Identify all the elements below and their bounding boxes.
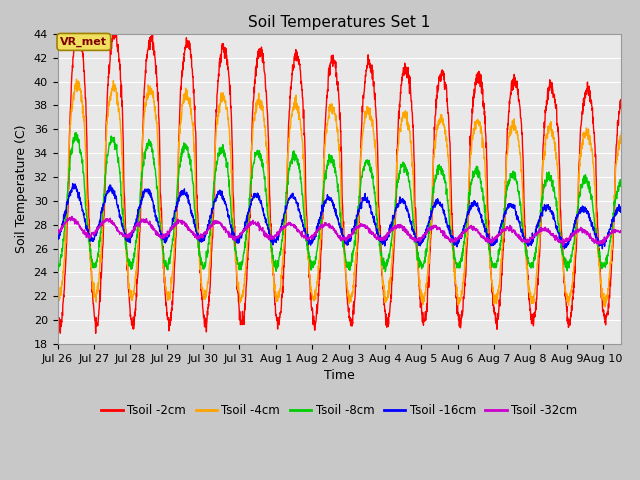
Tsoil -32cm (87, 233, 95, 239)
Tsoil -16cm (598, 242, 605, 248)
Tsoil -32cm (68, 214, 76, 219)
Tsoil -2cm (407, 97, 415, 103)
Tsoil -32cm (54, 229, 61, 235)
Tsoil -2cm (531, 309, 539, 315)
Tsoil -4cm (601, 304, 609, 310)
Tsoil -16cm (618, 206, 625, 212)
Tsoil -8cm (531, 251, 539, 257)
Tsoil -2cm (424, 285, 432, 290)
Tsoil -16cm (69, 180, 77, 186)
Tsoil -16cm (424, 223, 432, 229)
Tsoil -2cm (618, 98, 625, 104)
Tsoil -8cm (407, 194, 415, 200)
Tsoil -8cm (54, 259, 61, 265)
Tsoil -16cm (54, 235, 61, 241)
Tsoil -4cm (73, 76, 81, 82)
Tsoil -32cm (618, 228, 625, 234)
Title: Soil Temperatures Set 1: Soil Temperatures Set 1 (248, 15, 431, 30)
Tsoil -8cm (343, 261, 351, 267)
Tsoil -4cm (87, 265, 95, 271)
Line: Tsoil -4cm: Tsoil -4cm (58, 79, 621, 307)
Tsoil -2cm (111, 23, 118, 29)
Tsoil -32cm (598, 240, 606, 245)
Tsoil -32cm (343, 237, 351, 242)
Tsoil -8cm (598, 261, 606, 267)
Tsoil -2cm (54, 304, 61, 310)
Tsoil -32cm (407, 232, 415, 238)
Line: Tsoil -2cm: Tsoil -2cm (58, 26, 621, 333)
Tsoil -8cm (618, 183, 625, 189)
Tsoil -4cm (424, 260, 432, 265)
Tsoil -4cm (407, 138, 415, 144)
Tsoil -16cm (407, 218, 415, 224)
Tsoil -4cm (343, 279, 351, 285)
Tsoil -4cm (618, 131, 625, 136)
Y-axis label: Soil Temperature (C): Soil Temperature (C) (15, 125, 28, 253)
Tsoil -16cm (531, 231, 539, 237)
Tsoil -2cm (87, 258, 95, 264)
Tsoil -8cm (87, 251, 95, 256)
Tsoil -8cm (72, 130, 80, 135)
Tsoil -4cm (598, 286, 605, 291)
Tsoil -16cm (87, 238, 95, 243)
Tsoil -2cm (343, 296, 351, 301)
Tsoil -32cm (559, 243, 566, 249)
Tsoil -2cm (598, 295, 606, 301)
Legend: Tsoil -2cm, Tsoil -4cm, Tsoil -8cm, Tsoil -16cm, Tsoil -32cm: Tsoil -2cm, Tsoil -4cm, Tsoil -8cm, Tsoi… (97, 399, 582, 422)
Tsoil -8cm (424, 236, 432, 242)
Tsoil -16cm (598, 246, 606, 252)
Tsoil -2cm (92, 330, 100, 336)
X-axis label: Time: Time (324, 369, 355, 382)
Tsoil -4cm (531, 290, 539, 296)
Tsoil -16cm (343, 242, 351, 248)
Tsoil -32cm (424, 228, 432, 234)
Tsoil -4cm (54, 290, 61, 296)
Line: Tsoil -32cm: Tsoil -32cm (58, 216, 621, 246)
Tsoil -8cm (381, 269, 389, 275)
Line: Tsoil -16cm: Tsoil -16cm (58, 183, 621, 249)
Tsoil -32cm (531, 232, 539, 238)
Text: VR_met: VR_met (60, 37, 108, 47)
Line: Tsoil -8cm: Tsoil -8cm (58, 132, 621, 272)
